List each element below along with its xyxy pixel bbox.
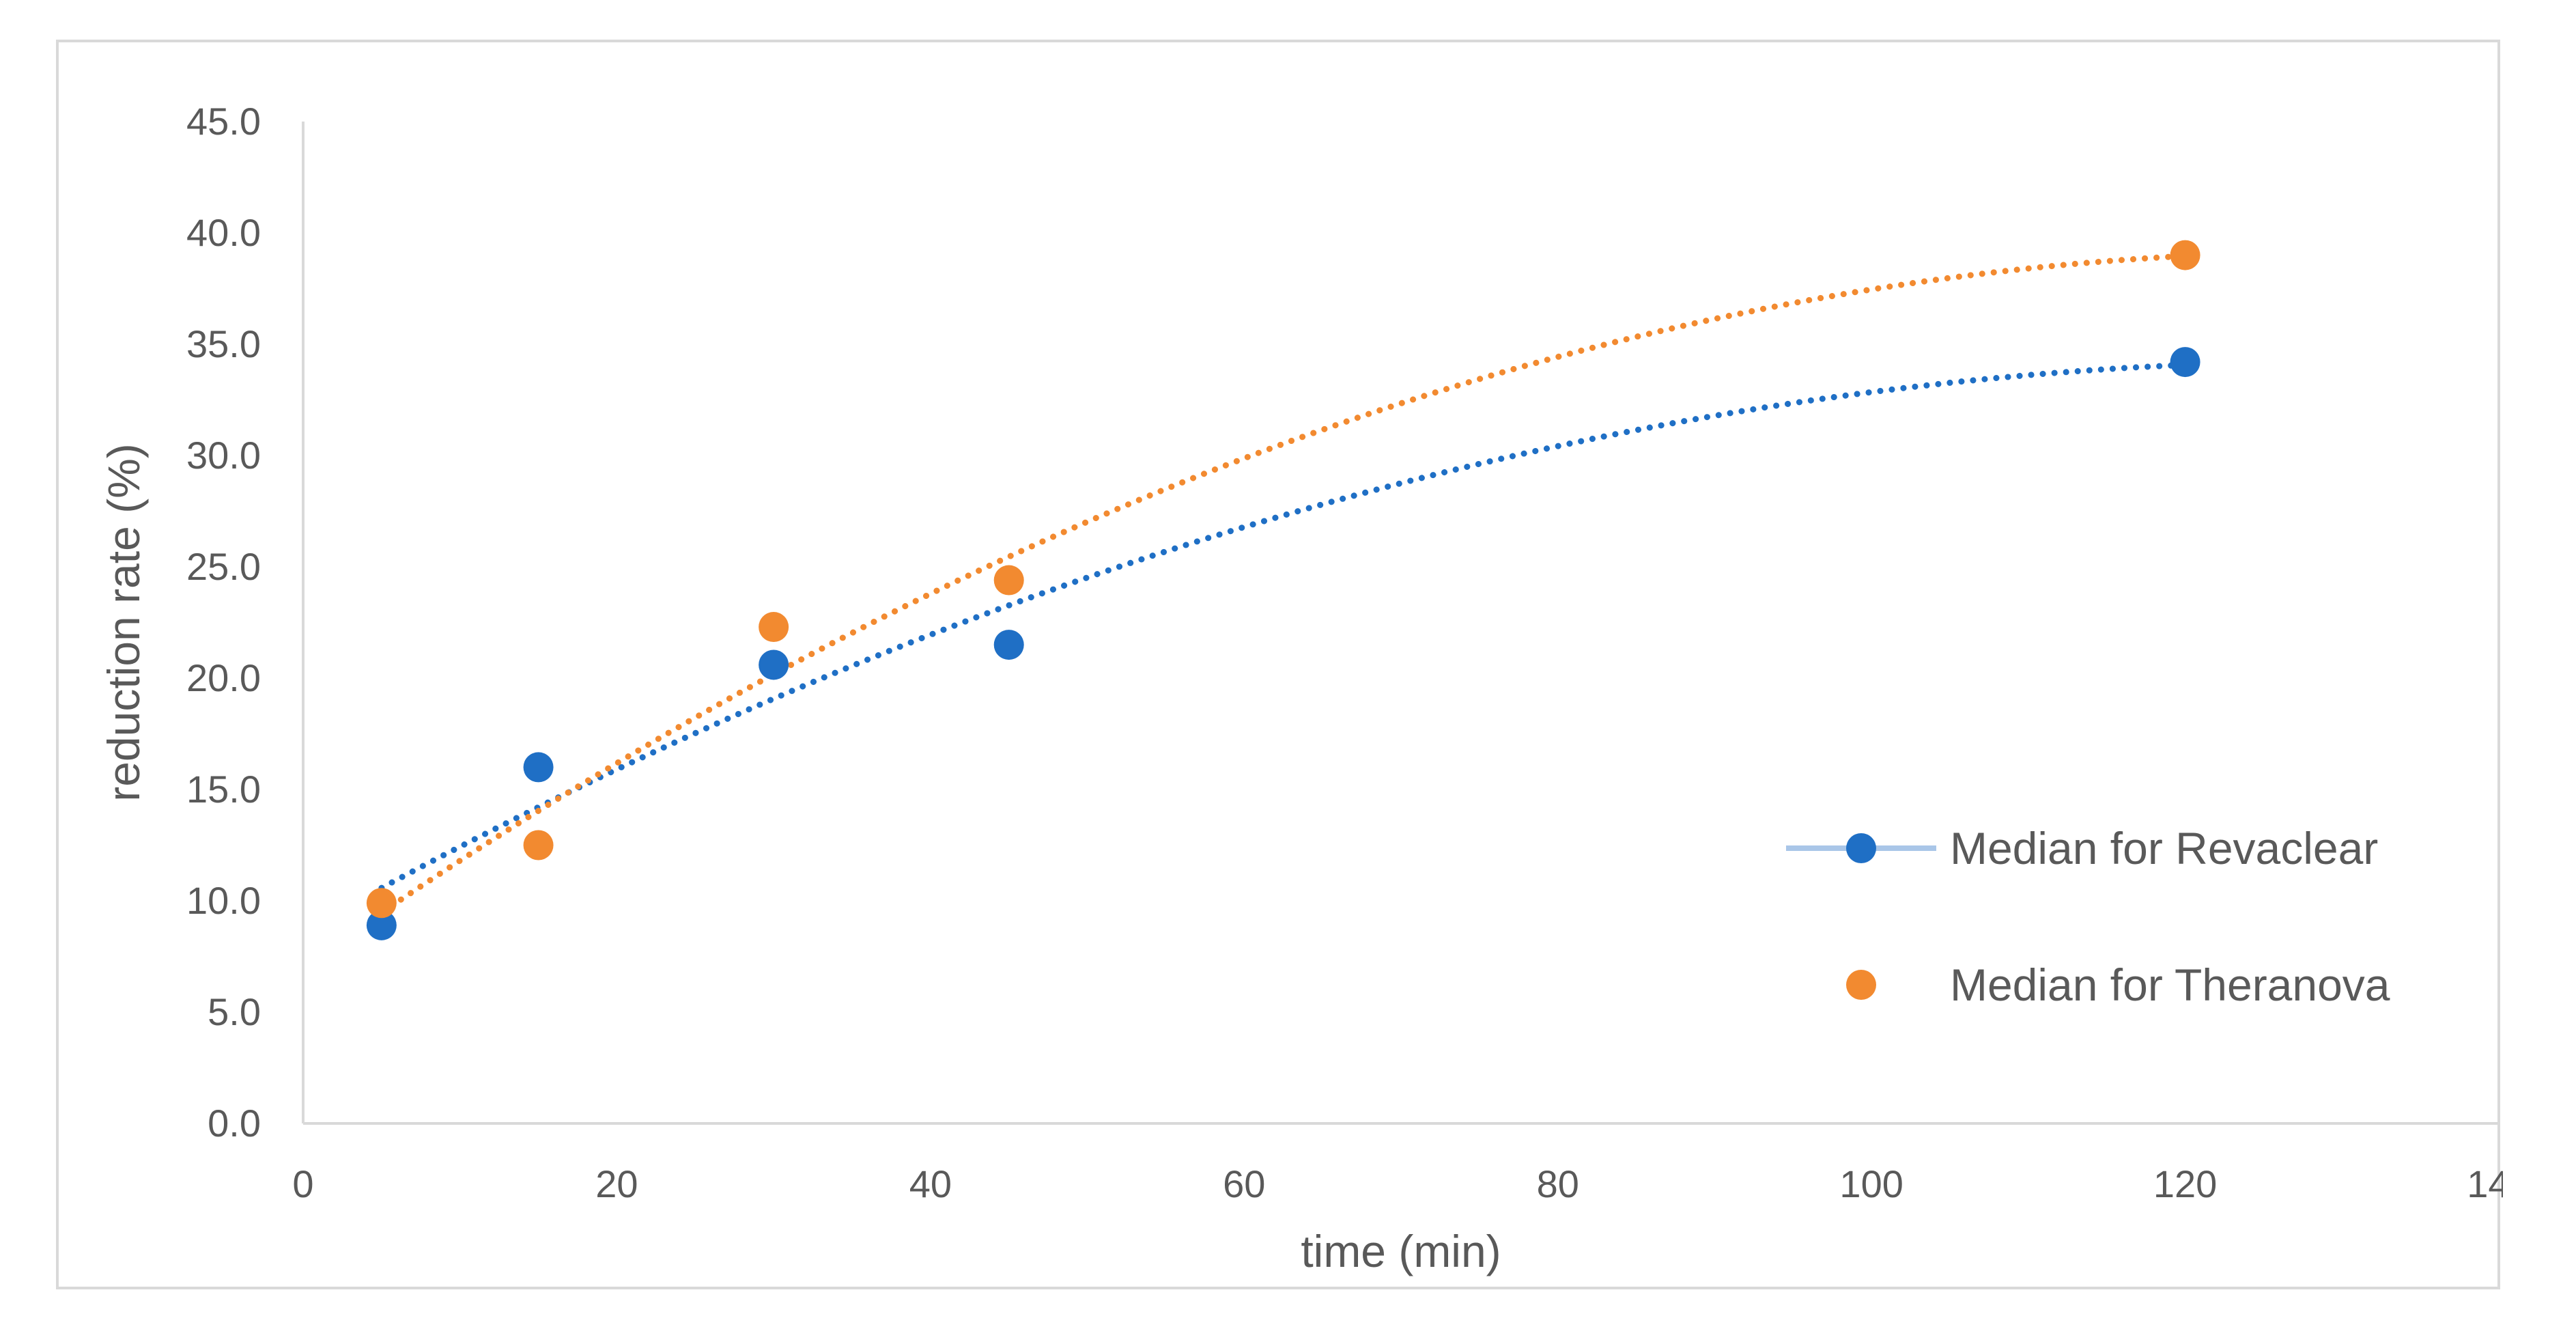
x-tick-label: 80 <box>1537 1162 1579 1205</box>
trendline-series-2 <box>378 253 2189 916</box>
y-tick-label: 10.0 <box>186 879 261 922</box>
y-tick-label: 20.0 <box>186 656 261 699</box>
y-tick-label: 25.0 <box>186 545 261 588</box>
y-tick-label: 45.0 <box>186 100 261 143</box>
data-point-series-1 <box>366 910 397 940</box>
y-axis: 0.0 5.0 10.0 15.0 20.0 25.0 30.0 35.0 40.0 45.0 <box>186 100 305 1145</box>
data-points <box>366 240 2200 940</box>
legend-marker-series-1 <box>1846 833 1876 863</box>
data-point-series-1 <box>523 752 554 783</box>
data-point-series-1 <box>759 649 789 680</box>
legend-label-series-2: Median for Theranova <box>1950 960 2390 1010</box>
y-tick-label: 30.0 <box>186 434 261 477</box>
chart-svg: 0.0 5.0 10.0 15.0 20.0 25.0 30.0 35.0 40.0 45.0 0… <box>98 100 2503 1276</box>
data-point-series-1 <box>993 630 1024 660</box>
trendlines <box>378 253 2189 916</box>
trendline-series-1 <box>378 361 2189 891</box>
x-tick-label: 120 <box>2153 1162 2217 1205</box>
x-tick-label: 0 <box>292 1162 313 1205</box>
x-axis: 0 20 40 60 80 100 120 140 <box>292 1122 2503 1205</box>
data-point-series-2 <box>993 565 1024 596</box>
x-tick-label: 100 <box>1839 1162 1903 1205</box>
x-tick-label: 40 <box>909 1162 952 1205</box>
legend-marker-series-2 <box>1846 970 1876 1000</box>
legend: Median for Revaclear Median for Theranova <box>1786 823 2390 1010</box>
data-point-series-2 <box>523 830 554 861</box>
x-axis-title: time (min) <box>1301 1226 1501 1276</box>
x-tick-label: 20 <box>595 1162 638 1205</box>
y-tick-label: 5.0 <box>208 990 261 1033</box>
y-tick-label: 35.0 <box>186 322 261 365</box>
data-point-series-1 <box>2170 347 2200 378</box>
x-tick-label: 60 <box>1223 1162 1265 1205</box>
y-tick-label: 15.0 <box>186 768 261 811</box>
legend-label-series-1: Median for Revaclear <box>1950 823 2378 873</box>
data-point-series-2 <box>2170 240 2200 270</box>
data-point-series-2 <box>366 888 397 919</box>
y-tick-label: 0.0 <box>208 1102 261 1145</box>
y-tick-label: 40.0 <box>186 211 261 254</box>
x-tick-label: 140 <box>2467 1162 2503 1205</box>
chart-frame: 0.0 5.0 10.0 15.0 20.0 25.0 30.0 35.0 40.0 45.0 0… <box>56 40 2503 1289</box>
data-point-series-2 <box>759 612 789 643</box>
y-axis-title: reduction rate (%) <box>98 443 149 802</box>
